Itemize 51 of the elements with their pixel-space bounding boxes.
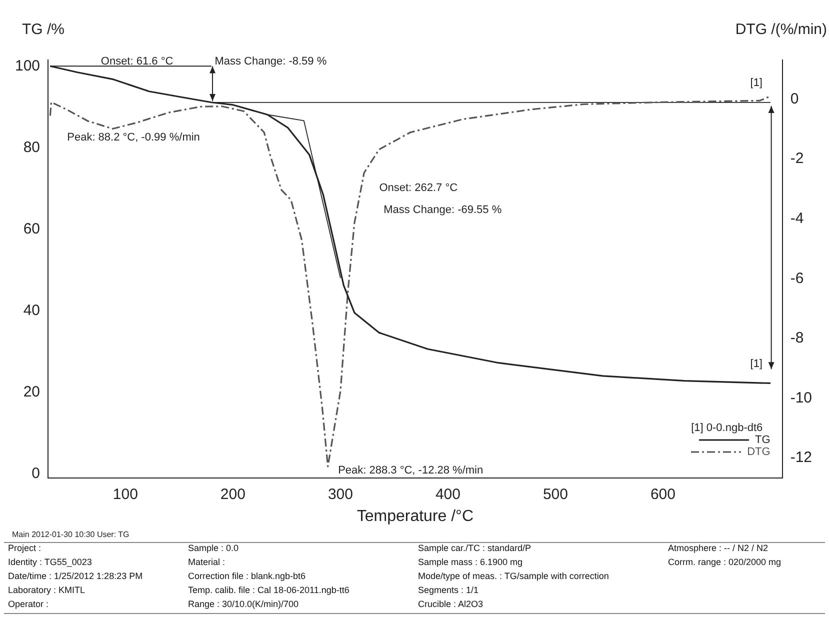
y2-tick-label: -10	[790, 389, 812, 406]
text: Range : 30/10.0(K/min)/700	[187, 599, 300, 611]
x-tick-label: 600	[650, 486, 676, 503]
text: Material :	[187, 557, 226, 569]
x-axis-title: Temperature /°C	[356, 508, 474, 525]
x-tick-label: 300	[328, 486, 353, 503]
text: Temp. calib. file : Cal 18-06-2011.ngb-tt6	[187, 585, 350, 597]
y2-tick-label: -8	[790, 330, 804, 347]
legend-label: DTG	[747, 446, 770, 458]
x-tick-label: 500	[542, 486, 568, 503]
y2-tick-label: -4	[790, 210, 804, 227]
y-tick-label: 20	[23, 383, 40, 400]
y2-tick-label: -6	[790, 270, 804, 287]
text: Mode/type of meas. : TG/sample with correction	[417, 571, 610, 583]
text: Correction file : blank.ngb-bt6	[187, 571, 307, 583]
legend-title: [1] 0-0.ngb-dt6	[691, 422, 764, 434]
y-tick-label: 40	[23, 302, 40, 319]
y2-axis-title: DTG /(%/min)	[735, 21, 827, 38]
text: Crucible : Al2O3	[417, 599, 484, 611]
y2-tick-label: -2	[790, 150, 804, 168]
x-tick-label: 400	[435, 486, 460, 503]
text: Segments : 1/1	[417, 585, 480, 597]
annotation: Mass Change: -69.55 %	[384, 204, 502, 216]
y-tick-label: 100	[14, 57, 40, 74]
annotation: Onset: 61.6 °C	[100, 55, 174, 68]
text: Corrm. range : 020/2000 mg	[667, 557, 782, 569]
text: Main 2012-01-30 10:30 User: TG	[12, 530, 130, 539]
y-tick-label: 0	[32, 464, 40, 482]
annotation: Peak: 288.3 °C, -12.28 %/min	[338, 464, 484, 476]
x-tick-label: 100	[112, 486, 138, 503]
y-axis-title: TG /%	[22, 21, 65, 38]
y-tick-label: 60	[23, 220, 40, 238]
text: Sample : 0.0	[187, 543, 240, 555]
text: Atmosphere : -- / N2 / N2	[667, 543, 770, 555]
annotation: Peak: 88.2 °C, -0.99 %/min	[67, 131, 200, 144]
text: Sample car./TC : standard/P	[417, 543, 532, 555]
y-tick-label: 80	[23, 138, 40, 156]
annotation: Onset: 262.7 °C	[379, 182, 458, 194]
annotation: Mass Change: -8.59 %	[214, 55, 327, 68]
text: Project :	[7, 543, 42, 555]
y2-tick-label: -12	[790, 449, 812, 466]
annotation: [1]	[750, 76, 762, 89]
annotation: [1]	[750, 358, 762, 370]
text: Identity : TG55_0023	[7, 557, 93, 569]
y2-tick-label: 0	[790, 90, 799, 108]
x-tick-label: 200	[220, 486, 246, 503]
legend-label: TG	[755, 434, 770, 446]
text: Sample mass : 6.1900 mg	[417, 557, 524, 569]
text: Laboratory : KMITL	[7, 585, 86, 597]
text: Date/time : 1/25/2012 1:28:23 PM	[7, 571, 144, 583]
text: Operator :	[7, 599, 50, 611]
